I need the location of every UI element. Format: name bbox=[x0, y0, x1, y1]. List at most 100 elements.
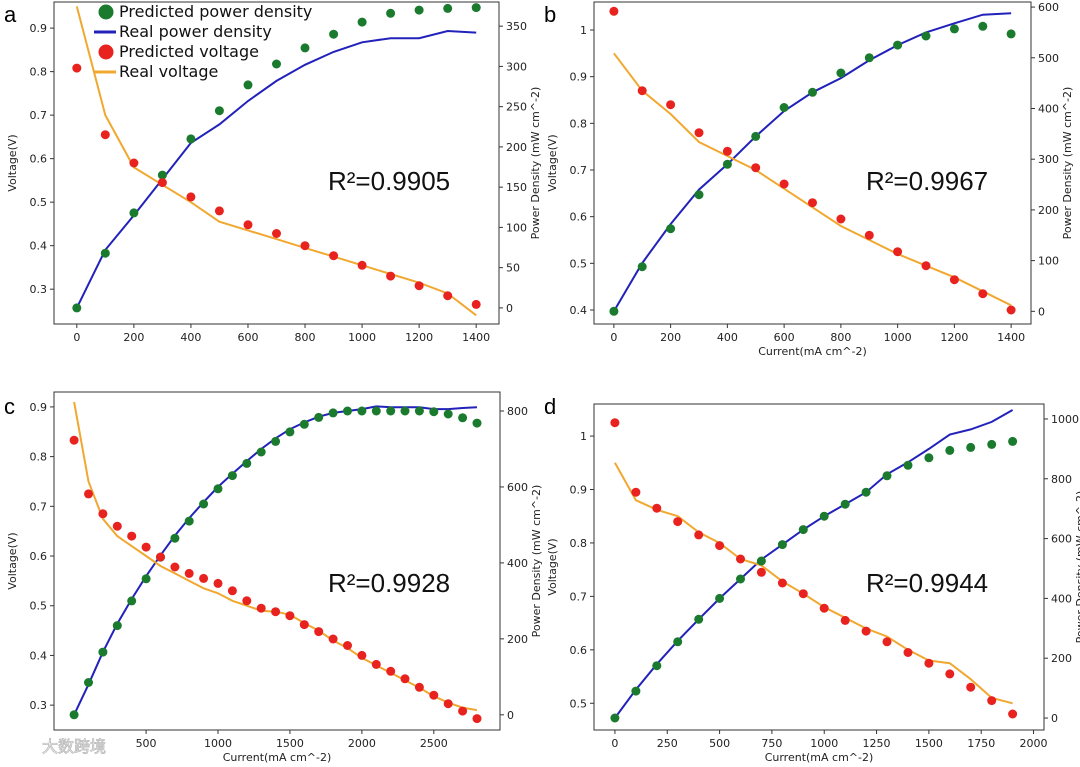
data-point-predicted-power-density bbox=[199, 499, 209, 509]
data-point-predicted-voltage bbox=[798, 589, 808, 599]
data-point-predicted-voltage bbox=[736, 554, 745, 564]
data-point-predicted-voltage bbox=[610, 418, 620, 428]
data-point-predicted-voltage bbox=[69, 435, 79, 445]
data-point-predicted-power-density bbox=[443, 3, 453, 13]
data-point-predicted-voltage bbox=[98, 509, 108, 519]
data-point-predicted-power-density bbox=[949, 24, 959, 34]
y-tick-label: 0.8 bbox=[570, 537, 588, 550]
data-point-predicted-voltage bbox=[443, 699, 453, 709]
x-tick-label: 800 bbox=[830, 331, 851, 344]
data-point-predicted-voltage bbox=[882, 637, 892, 647]
data-point-predicted-voltage bbox=[924, 658, 934, 668]
y2-tick-label: 600 bbox=[1051, 533, 1072, 546]
data-point-predicted-voltage bbox=[864, 230, 874, 240]
data-point-predicted-power-density bbox=[966, 442, 976, 452]
plot-frame bbox=[593, 403, 1045, 731]
series-line-real-voltage bbox=[613, 52, 1012, 307]
data-point-predicted-voltage bbox=[945, 669, 955, 679]
data-point-predicted-voltage bbox=[285, 611, 295, 621]
data-point-predicted-power-density bbox=[864, 53, 874, 63]
data-point-predicted-power-density bbox=[100, 248, 110, 258]
data-point-predicted-power-density bbox=[213, 484, 223, 494]
data-point-predicted-voltage bbox=[429, 690, 439, 700]
data-point-predicted-voltage bbox=[694, 530, 704, 540]
x-tick-label: 800 bbox=[295, 331, 316, 344]
data-point-predicted-power-density bbox=[610, 713, 620, 723]
y2-axis-label: Power Density (mW cm^-2) bbox=[1061, 87, 1074, 240]
data-point-predicted-power-density bbox=[386, 406, 396, 416]
y2-tick-label: 50 bbox=[506, 262, 520, 275]
data-point-predicted-power-density bbox=[921, 31, 931, 41]
data-point-predicted-power-density bbox=[751, 131, 761, 141]
x-tick-label: 600 bbox=[237, 331, 258, 344]
y2-tick-label: 100 bbox=[506, 221, 527, 234]
data-point-predicted-power-density bbox=[429, 407, 439, 417]
data-point-predicted-voltage bbox=[157, 178, 167, 188]
data-point-predicted-power-density bbox=[329, 29, 339, 39]
r2-annotation: R²=0.9944 bbox=[866, 568, 988, 598]
y-tick-label: 0.7 bbox=[570, 164, 588, 177]
x-tick-label: 200 bbox=[123, 331, 144, 344]
data-point-predicted-power-density bbox=[343, 406, 352, 416]
y-tick-label: 0.5 bbox=[570, 257, 588, 270]
y-tick-label: 0.8 bbox=[570, 117, 588, 130]
y-tick-label: 0.8 bbox=[30, 451, 48, 464]
data-point-predicted-power-density bbox=[157, 170, 167, 180]
data-point-predicted-voltage bbox=[272, 229, 281, 238]
data-point-predicted-power-density bbox=[98, 647, 108, 657]
panel-label: b bbox=[544, 2, 556, 27]
y-tick-label: 0.9 bbox=[570, 484, 588, 497]
data-point-predicted-power-density bbox=[798, 525, 808, 535]
data-point-predicted-power-density bbox=[271, 436, 281, 446]
data-point-predicted-voltage bbox=[314, 627, 324, 637]
y2-tick-label: 800 bbox=[1051, 473, 1072, 486]
y2-tick-label: 350 bbox=[506, 20, 527, 33]
y-tick-label: 0.9 bbox=[570, 71, 588, 84]
data-point-predicted-power-density bbox=[673, 637, 683, 647]
data-point-predicted-power-density bbox=[112, 621, 122, 631]
series-line-real-voltage bbox=[75, 6, 477, 317]
x-tick-label: 1000 bbox=[810, 737, 838, 750]
legend-marker bbox=[98, 4, 114, 20]
data-point-predicted-voltage bbox=[400, 674, 410, 684]
y2-tick-label: 150 bbox=[506, 181, 527, 194]
data-point-predicted-voltage bbox=[414, 281, 424, 291]
data-point-predicted-voltage bbox=[199, 573, 209, 583]
data-point-predicted-power-density bbox=[637, 262, 647, 272]
data-point-predicted-power-density bbox=[1008, 436, 1018, 446]
data-point-predicted-voltage bbox=[666, 100, 676, 110]
y2-tick-label: 500 bbox=[1038, 52, 1059, 65]
y2-tick-label: 200 bbox=[507, 633, 528, 646]
data-point-predicted-power-density bbox=[299, 419, 309, 429]
x-tick-label: 600 bbox=[774, 331, 795, 344]
legend-label: Real power density bbox=[119, 22, 272, 41]
x-tick-label: 2000 bbox=[348, 737, 376, 750]
data-point-predicted-power-density bbox=[227, 471, 237, 481]
data-point-predicted-power-density bbox=[84, 678, 93, 687]
data-point-predicted-voltage bbox=[300, 241, 310, 251]
series-line-real-power-density bbox=[613, 12, 1012, 312]
y2-axis-label: Power Density (mW cm^-2) bbox=[529, 87, 542, 240]
data-point-predicted-power-density bbox=[1006, 29, 1016, 39]
y-tick-label: 0.6 bbox=[570, 211, 588, 224]
y-tick-label: 0.5 bbox=[30, 600, 48, 613]
data-point-predicted-voltage bbox=[386, 666, 396, 676]
data-point-predicted-power-density bbox=[666, 224, 676, 234]
data-point-predicted-voltage bbox=[328, 634, 338, 644]
data-point-predicted-voltage bbox=[609, 6, 619, 16]
x-tick-label: 500 bbox=[136, 737, 157, 750]
data-point-predicted-power-density bbox=[945, 445, 955, 455]
y-tick-label: 0.3 bbox=[30, 699, 48, 712]
data-point-predicted-voltage bbox=[243, 220, 253, 230]
data-point-predicted-voltage bbox=[978, 289, 988, 299]
series-line-real-power-density bbox=[73, 405, 478, 716]
data-point-predicted-power-density bbox=[777, 540, 787, 550]
y2-tick-label: 800 bbox=[507, 405, 528, 418]
y-tick-label: 0.9 bbox=[30, 22, 48, 35]
data-point-predicted-voltage bbox=[1006, 305, 1016, 315]
data-point-predicted-power-density bbox=[300, 43, 310, 53]
data-point-predicted-power-density bbox=[272, 59, 281, 69]
y2-axis-label: Power Density (mW cm^-2) bbox=[1074, 491, 1080, 644]
y-tick-label: 0.7 bbox=[30, 500, 48, 513]
